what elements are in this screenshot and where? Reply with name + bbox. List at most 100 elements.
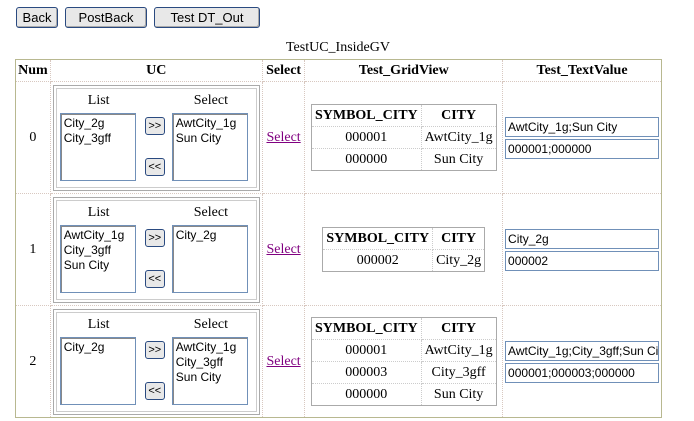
remove-button[interactable]: << [144, 381, 165, 400]
user-control: List Select AwtCity_1g City_3gff Sun City … [52, 196, 260, 303]
list-option[interactable]: City_2g [63, 115, 105, 130]
textvalue-cell: AwtCity_1g;Sun City 000001;000000 [502, 81, 662, 194]
back-button[interactable]: Back [16, 7, 58, 28]
gv-header-symbol: SYMBOL_CITY [310, 317, 422, 340]
gridview-cell: SYMBOL_CITY CITY 000002 City_2g [304, 193, 504, 306]
gv-header-city: CITY [420, 104, 497, 127]
test-gridview: SYMBOL_CITY CITY 000001 AwtCity_1g 000000 Sun… [310, 104, 497, 171]
symbol-textbox[interactable]: 000002 [505, 250, 660, 271]
symbol-textbox[interactable]: 000001;000000 [505, 138, 660, 159]
add-button[interactable]: >> [144, 116, 165, 135]
gv-header-row: SYMBOL_CITY CITY [310, 317, 497, 340]
city-textbox[interactable]: AwtCity_1g;City_3gff;Sun City [505, 340, 660, 361]
textvalue-cell: AwtCity_1g;City_3gff;Sun City 000001;0000… [502, 305, 662, 418]
list-option[interactable]: AwtCity_1g [63, 227, 125, 242]
gv-city: Sun City [420, 383, 497, 406]
list-option[interactable]: AwtCity_1g [175, 339, 237, 354]
available-listbox[interactable]: City_2g [59, 336, 136, 405]
gv-header-symbol: SYMBOL_CITY [322, 227, 434, 250]
uc-cell: List Select City_2g City_3gff >> << AwtCi… [49, 81, 263, 194]
select-label: Select [193, 316, 228, 332]
gv-symbol: 000001 [310, 126, 422, 149]
gv-city: AwtCity_1g [420, 126, 497, 149]
list-label: List [87, 92, 110, 108]
gv-city: AwtCity_1g [420, 339, 497, 362]
header-uc: UC [49, 59, 263, 82]
list-option[interactable]: City_3gff [63, 130, 111, 145]
gridview-cell: SYMBOL_CITY CITY 000001 AwtCity_1g 000003 Cit… [304, 305, 504, 418]
gv-row: 000000 Sun City [310, 383, 497, 406]
selected-listbox[interactable]: City_2g [171, 224, 248, 293]
add-button[interactable]: >> [144, 228, 165, 247]
user-control: List Select City_2g >> << AwtCity_1g City… [52, 308, 260, 415]
select-cell: Select [261, 193, 306, 306]
selected-listbox[interactable]: AwtCity_1g Sun City [171, 112, 248, 181]
available-listbox[interactable]: AwtCity_1g City_3gff Sun City [59, 224, 136, 293]
header-test-gridview: Test_GridView [304, 59, 504, 82]
list-option[interactable]: AwtCity_1g [175, 115, 237, 130]
row-num: 2 [15, 305, 51, 418]
grid-row: 0 List Select City_2g City_3gff >> << Awt… [15, 81, 662, 194]
remove-button[interactable]: << [144, 157, 165, 176]
select-link[interactable]: Select [266, 129, 301, 145]
gv-symbol: 000001 [310, 339, 422, 362]
list-option[interactable]: City_3gff [63, 242, 111, 257]
grid-row: 1 List Select AwtCity_1g City_3gff Sun Cit… [15, 193, 662, 306]
gv-city: City_2g [432, 249, 486, 272]
gv-symbol: 000000 [310, 383, 422, 406]
list-option[interactable]: City_2g [63, 339, 105, 354]
grid-row: 2 List Select City_2g >> << AwtCity_1g Ci… [15, 305, 662, 418]
gv-header-city: CITY [420, 317, 497, 340]
test-gridview: SYMBOL_CITY CITY 000002 City_2g [322, 227, 486, 272]
uc-cell: List Select City_2g >> << AwtCity_1g City… [49, 305, 263, 418]
gv-header-city: CITY [432, 227, 486, 250]
select-cell: Select [261, 305, 306, 418]
symbol-textbox[interactable]: 000001;000003;000000 [505, 362, 660, 383]
list-option[interactable]: City_2g [175, 227, 217, 242]
header-test-textvalue: Test_TextValue [502, 59, 662, 82]
city-textbox[interactable]: AwtCity_1g;Sun City [505, 116, 660, 137]
gv-header-row: SYMBOL_CITY CITY [310, 104, 497, 127]
selected-listbox[interactable]: AwtCity_1g City_3gff Sun City [171, 336, 248, 405]
gv-row: 000003 City_3gff [310, 361, 497, 384]
user-control: List Select City_2g City_3gff >> << AwtCi… [52, 84, 260, 191]
gv-row: 000001 AwtCity_1g [310, 126, 497, 149]
select-link[interactable]: Select [266, 241, 301, 257]
city-textbox[interactable]: City_2g [505, 228, 660, 249]
postback-button[interactable]: PostBack [65, 7, 147, 28]
header-num: Num [15, 59, 51, 82]
uc-cell: List Select AwtCity_1g City_3gff Sun City … [49, 193, 263, 306]
select-label: Select [193, 92, 228, 108]
select-label: Select [193, 204, 228, 220]
available-listbox[interactable]: City_2g City_3gff [59, 112, 136, 181]
gv-header-row: SYMBOL_CITY CITY [322, 227, 486, 250]
list-label: List [87, 204, 110, 220]
list-option[interactable]: Sun City [175, 130, 222, 145]
list-option[interactable]: Sun City [63, 257, 110, 272]
outer-grid: Num UC Select Test_GridView Test_TextVal… [15, 59, 662, 418]
gv-city: City_3gff [420, 361, 497, 384]
gv-row: 000001 AwtCity_1g [310, 339, 497, 362]
header-select: Select [261, 59, 306, 82]
gv-row: 000000 Sun City [310, 148, 497, 171]
gv-symbol: 000000 [310, 148, 422, 171]
list-label: List [87, 316, 110, 332]
remove-button[interactable]: << [144, 269, 165, 288]
gv-header-symbol: SYMBOL_CITY [310, 104, 422, 127]
gv-row: 000002 City_2g [322, 249, 486, 272]
row-num: 1 [15, 193, 51, 306]
gridview-cell: SYMBOL_CITY CITY 000001 AwtCity_1g 000000 Sun… [304, 81, 504, 194]
gv-symbol: 000002 [322, 249, 434, 272]
gv-city: Sun City [420, 148, 497, 171]
gv-symbol: 000003 [310, 361, 422, 384]
list-option[interactable]: City_3gff [175, 354, 223, 369]
textvalue-cell: City_2g 000002 [502, 193, 662, 306]
add-button[interactable]: >> [144, 340, 165, 359]
test-gridview: SYMBOL_CITY CITY 000001 AwtCity_1g 000003 Cit… [310, 317, 497, 406]
row-num: 0 [15, 81, 51, 194]
select-link[interactable]: Select [266, 353, 301, 369]
grid-caption: TestUC_InsideGV [285, 40, 390, 55]
test-dt-out-button[interactable]: Test DT_Out [154, 7, 260, 28]
select-cell: Select [261, 81, 306, 194]
list-option[interactable]: Sun City [175, 369, 222, 384]
